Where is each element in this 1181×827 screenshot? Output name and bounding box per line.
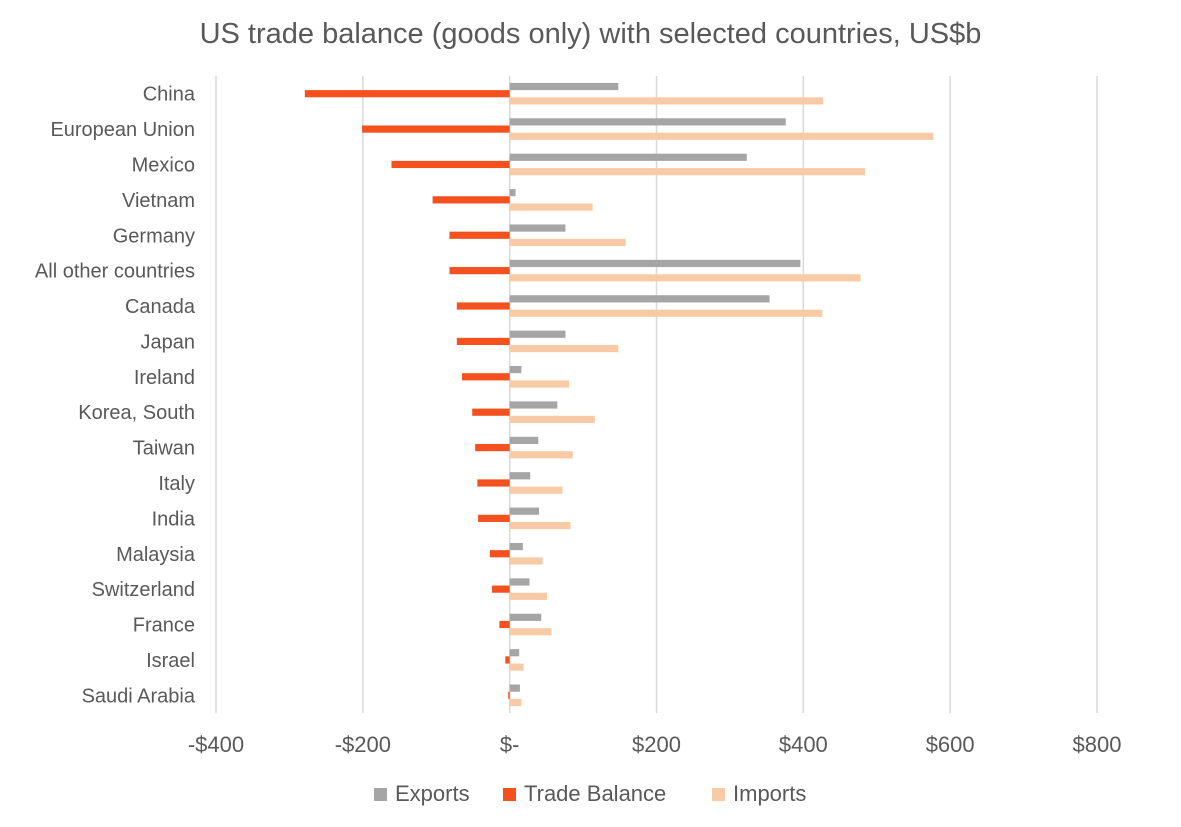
x-tick-label-2: $-: [500, 732, 520, 757]
bar-trade-balance-17: [508, 691, 510, 699]
bar-imports-4: [509, 238, 626, 247]
bar-imports-17: [509, 698, 522, 707]
gridlines: [215, 76, 1098, 713]
category-labels: China European Union Mexico Vietnam Germany A…: [35, 84, 196, 708]
category-label-6: Canada: [125, 296, 196, 318]
category-label-14: Switzerland: [92, 579, 195, 601]
legend: Exports Trade Balance Imports: [374, 781, 806, 806]
bar-exports-8: [509, 366, 522, 374]
category-label-11: Italy: [158, 473, 195, 495]
bar-exports-7: [509, 330, 566, 338]
category-label-7: Japan: [141, 331, 196, 353]
bars: [304, 82, 934, 707]
bar-trade-balance-14: [492, 585, 510, 593]
legend-label-1: Trade Balance: [524, 781, 666, 806]
category-label-4: Germany: [113, 225, 195, 247]
bar-trade-balance-15: [499, 620, 510, 629]
x-tick-label-3: $200: [632, 732, 681, 757]
bar-exports-1: [509, 118, 786, 126]
bar-imports-11: [509, 486, 563, 494]
chart-title: US trade balance (goods only) with selec…: [199, 18, 982, 50]
bar-exports-2: [509, 153, 747, 161]
bar-exports-17: [509, 684, 520, 692]
bar-imports-3: [509, 203, 593, 211]
bar-trade-balance-8: [461, 373, 510, 381]
bar-imports-10: [509, 451, 573, 459]
bar-exports-13: [509, 542, 523, 551]
category-label-13: Malaysia: [116, 544, 196, 566]
category-label-9: Korea, South: [78, 402, 195, 424]
category-label-3: Vietnam: [122, 190, 195, 212]
category-label-12: India: [152, 508, 196, 530]
bar-trade-balance-3: [432, 196, 510, 204]
category-label-5: All other countries: [35, 261, 195, 283]
bar-imports-9: [509, 415, 595, 423]
bar-exports-14: [509, 578, 530, 586]
legend-label-2: Imports: [733, 781, 806, 806]
bar-trade-balance-4: [449, 231, 510, 239]
bar-imports-7: [509, 345, 619, 353]
bar-trade-balance-11: [477, 479, 510, 487]
bar-imports-0: [509, 97, 824, 105]
category-label-15: France: [133, 615, 195, 637]
bar-trade-balance-16: [505, 656, 510, 664]
bar-trade-balance-13: [489, 550, 510, 558]
category-label-16: Israel: [146, 650, 195, 672]
category-label-8: Ireland: [134, 367, 195, 389]
bar-exports-9: [509, 401, 558, 409]
category-label-2: Mexico: [132, 154, 195, 176]
x-tick-label-5: $600: [926, 732, 975, 757]
bar-exports-5: [509, 259, 801, 268]
bar-imports-15: [509, 628, 552, 636]
bar-imports-16: [509, 663, 524, 671]
bar-imports-13: [509, 557, 543, 565]
bar-imports-5: [509, 274, 861, 282]
bar-exports-3: [509, 189, 516, 197]
category-label-1: European Union: [50, 119, 195, 141]
x-tick-label-6: $800: [1073, 732, 1122, 757]
bar-trade-balance-7: [456, 337, 510, 346]
bar-exports-10: [509, 436, 539, 444]
bar-trade-balance-12: [478, 514, 510, 522]
bar-exports-4: [509, 224, 566, 232]
bar-trade-balance-10: [475, 443, 510, 452]
bar-imports-1: [509, 132, 934, 140]
bar-imports-8: [509, 380, 570, 388]
legend-swatch-2: [712, 788, 725, 801]
bar-trade-balance-6: [456, 302, 510, 310]
bar-exports-6: [509, 295, 770, 303]
bar-exports-12: [509, 507, 540, 515]
bar-imports-2: [509, 168, 866, 176]
bar-exports-15: [509, 613, 542, 621]
legend-swatch-1: [503, 788, 516, 801]
category-label-17: Saudi Arabia: [82, 685, 196, 707]
category-label-0: China: [143, 84, 196, 106]
bar-trade-balance-0: [304, 90, 510, 98]
bar-trade-balance-2: [391, 160, 510, 169]
x-tick-label-1: -$200: [335, 732, 391, 757]
legend-label-0: Exports: [395, 781, 470, 806]
x-axis-tick-labels: -$400 -$200 $- $200 $400 $600 $800: [188, 732, 1122, 757]
bar-imports-6: [509, 309, 823, 317]
bar-trade-balance-9: [472, 408, 510, 416]
x-tick-label-0: -$400: [188, 732, 244, 757]
bar-trade-balance-1: [362, 125, 510, 133]
bar-exports-0: [509, 82, 619, 91]
category-label-10: Taiwan: [133, 438, 195, 460]
bar-trade-balance-5: [449, 267, 510, 275]
bar-exports-11: [509, 472, 531, 480]
legend-swatch-0: [374, 788, 387, 801]
bar-exports-16: [509, 649, 520, 657]
bar-imports-14: [509, 592, 548, 600]
x-tick-label-4: $400: [779, 732, 828, 757]
bar-imports-12: [509, 521, 571, 530]
